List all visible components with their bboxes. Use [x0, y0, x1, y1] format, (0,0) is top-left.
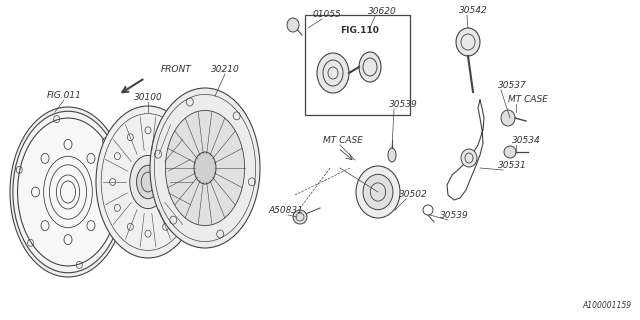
Ellipse shape	[150, 88, 260, 248]
Ellipse shape	[363, 174, 393, 210]
Text: 30210: 30210	[211, 65, 239, 74]
Ellipse shape	[461, 149, 477, 167]
Ellipse shape	[388, 148, 396, 162]
Ellipse shape	[17, 118, 118, 266]
Text: 30537: 30537	[498, 81, 527, 90]
Ellipse shape	[456, 28, 480, 56]
Text: 30620: 30620	[368, 7, 397, 16]
Ellipse shape	[356, 166, 400, 218]
Text: 30100: 30100	[134, 93, 163, 102]
Ellipse shape	[13, 111, 123, 273]
Text: MT CASE: MT CASE	[508, 95, 548, 104]
Ellipse shape	[359, 52, 381, 82]
Text: A100001159: A100001159	[583, 301, 632, 310]
Text: 30542: 30542	[459, 6, 488, 15]
Ellipse shape	[287, 18, 299, 32]
Ellipse shape	[504, 146, 516, 158]
Bar	[305, 15, 410, 115]
Text: 30534: 30534	[512, 136, 541, 145]
Text: FIG.110: FIG.110	[340, 26, 379, 35]
Ellipse shape	[293, 210, 307, 224]
Text: 30502: 30502	[399, 190, 428, 199]
Text: 30539: 30539	[389, 100, 418, 109]
Text: FIG.011: FIG.011	[47, 91, 81, 100]
Ellipse shape	[194, 152, 216, 184]
Text: A50831: A50831	[268, 206, 303, 215]
Ellipse shape	[130, 156, 166, 209]
Ellipse shape	[136, 165, 159, 199]
Ellipse shape	[501, 110, 515, 126]
Text: 30531: 30531	[498, 161, 527, 170]
Text: FRONT: FRONT	[161, 65, 192, 74]
Text: 30539: 30539	[440, 211, 468, 220]
Text: MT CASE: MT CASE	[323, 136, 363, 145]
Ellipse shape	[96, 106, 200, 258]
Ellipse shape	[10, 107, 126, 277]
Text: 01055: 01055	[313, 10, 342, 19]
Ellipse shape	[165, 110, 244, 226]
Ellipse shape	[317, 53, 349, 93]
